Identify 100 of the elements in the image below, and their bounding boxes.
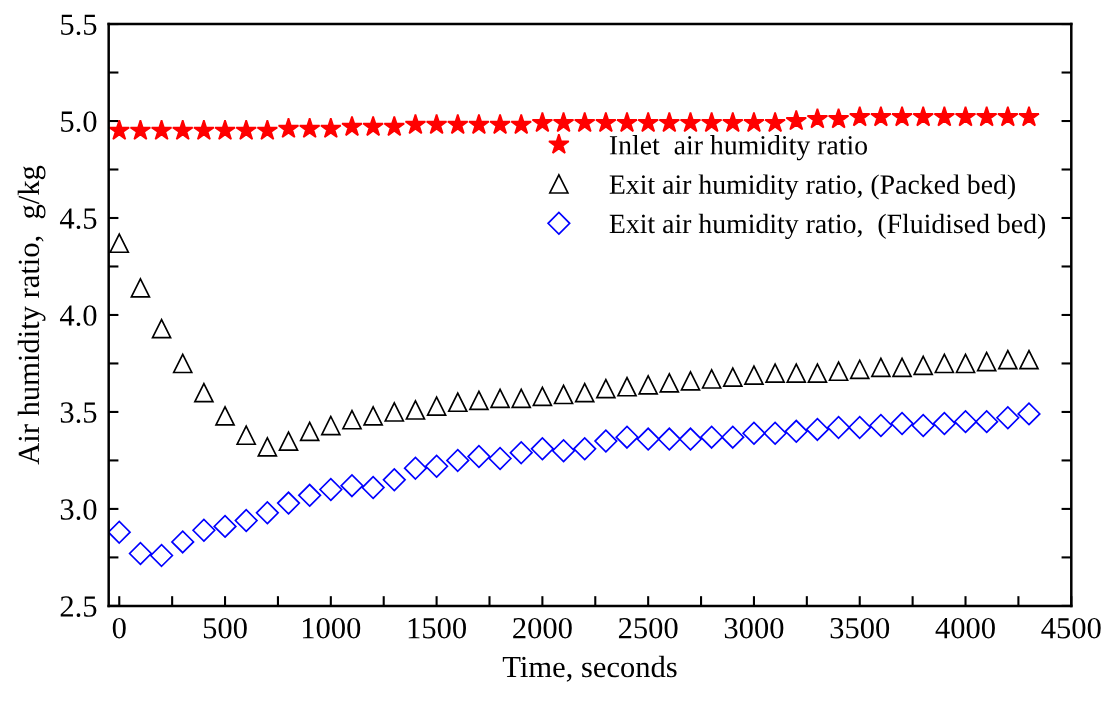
point (320, 415, 341, 436)
y-tick-label: 4.0 (59, 305, 97, 326)
point (933, 105, 956, 127)
point (552, 111, 575, 133)
point (636, 427, 660, 451)
point (151, 318, 172, 339)
point (1018, 105, 1040, 127)
point (573, 437, 597, 461)
x-axis-title: Time, seconds (502, 655, 677, 682)
point (447, 392, 468, 413)
point (509, 441, 533, 465)
point (278, 431, 299, 451)
point (679, 111, 702, 133)
point (595, 378, 616, 399)
point (340, 474, 364, 498)
point (425, 113, 448, 135)
point (638, 374, 659, 395)
point (826, 415, 851, 440)
point (361, 475, 385, 500)
point (276, 491, 301, 515)
point (235, 119, 257, 140)
point (383, 115, 406, 137)
point (784, 419, 808, 443)
point (870, 105, 892, 127)
point (298, 117, 321, 139)
point (320, 117, 342, 139)
point (975, 105, 998, 127)
y-tick-label: 5.0 (61, 111, 97, 133)
point (468, 113, 490, 135)
point (699, 425, 724, 449)
point (680, 371, 701, 391)
point (551, 439, 576, 463)
point (488, 446, 512, 471)
point (701, 369, 722, 389)
point (744, 365, 764, 385)
point (511, 388, 532, 409)
x-tick-label: 3500 (830, 617, 890, 639)
point (722, 111, 744, 133)
point (108, 119, 131, 140)
point (171, 119, 194, 140)
point (594, 429, 618, 453)
point (341, 115, 363, 137)
point (108, 520, 131, 544)
point (595, 111, 617, 133)
legend-label: Inlet air humidity ratio (609, 135, 867, 161)
x-tick-label: 2500 (618, 617, 678, 639)
point (805, 417, 830, 442)
point (467, 444, 491, 469)
point (215, 405, 235, 426)
y-tick-label: 5.5 (61, 14, 97, 36)
point (765, 363, 785, 384)
point (129, 119, 152, 140)
point (194, 382, 214, 403)
y-tick-label: 3.0 (60, 499, 97, 520)
point (553, 384, 574, 405)
point (489, 113, 511, 135)
point (849, 359, 870, 380)
point (786, 363, 807, 384)
point (721, 425, 745, 449)
x-tick-label: 4500 (1041, 617, 1101, 639)
point (742, 421, 766, 445)
point (362, 115, 384, 137)
point (764, 111, 786, 133)
point (403, 456, 428, 480)
point (934, 353, 955, 374)
point (128, 541, 153, 566)
point (234, 508, 258, 533)
point (911, 413, 935, 438)
point (298, 483, 322, 507)
point (382, 468, 406, 492)
point (615, 425, 639, 449)
x-tick-label: 3000 (724, 617, 784, 639)
point (658, 111, 681, 133)
point (892, 357, 912, 378)
point (617, 376, 637, 397)
point (469, 390, 489, 411)
point (976, 351, 997, 372)
point (150, 119, 173, 140)
x-tick-label: 0 (112, 617, 126, 639)
x-tick-label: 1000 (302, 617, 361, 639)
legend-label: Exit air humidity ratio, (Packed bed) (609, 174, 1015, 200)
point (848, 415, 872, 440)
point (213, 514, 237, 539)
point (848, 105, 871, 127)
point (257, 436, 278, 457)
point (955, 353, 976, 374)
x-tick-label: 1500 (408, 617, 466, 639)
point (490, 388, 510, 409)
point (678, 427, 703, 451)
point (1017, 402, 1041, 426)
y-tick-label: 2.5 (60, 596, 97, 617)
point (871, 357, 891, 378)
point (236, 425, 257, 446)
point (510, 113, 532, 135)
x-tick-label: 2000 (513, 617, 572, 639)
point (424, 454, 449, 478)
point (806, 107, 829, 129)
point (574, 382, 595, 403)
point (659, 372, 680, 393)
legend-label: Exit air humidity ratio, (Fluidised bed) (609, 213, 1046, 240)
